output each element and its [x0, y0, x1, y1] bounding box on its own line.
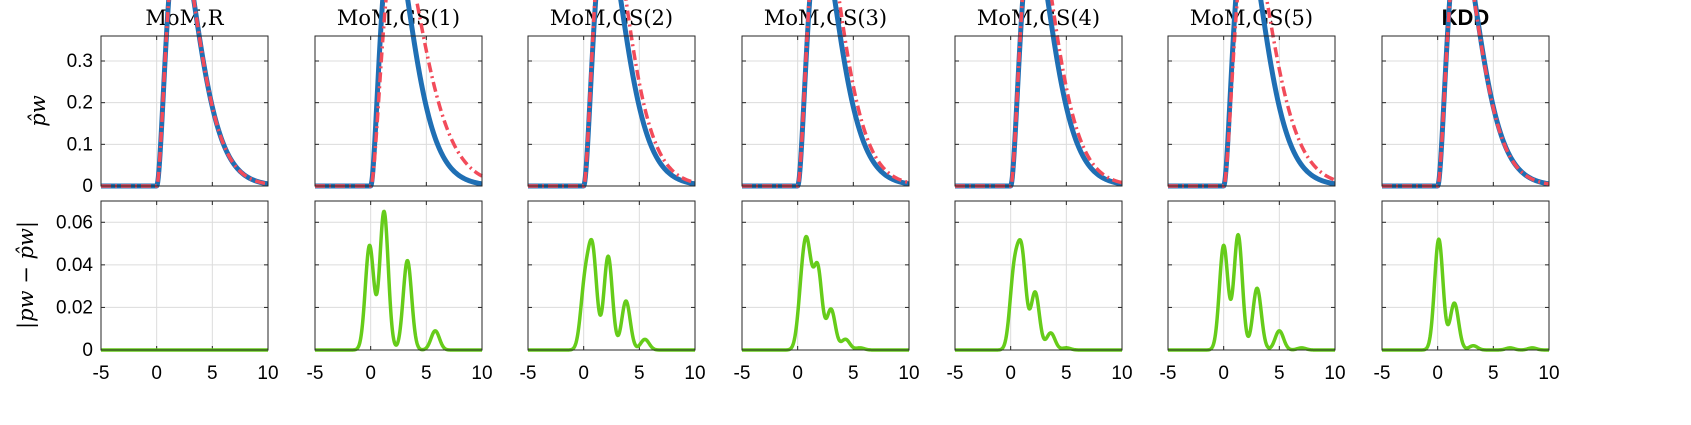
error-panel-xtick-label: 5 — [634, 363, 645, 384]
error-panel-plot-area — [742, 201, 909, 350]
error-panel-xtick-label: -5 — [1374, 363, 1391, 384]
density-panel-plot-area — [742, 36, 909, 186]
error-panel-xtick-label: 10 — [1324, 363, 1345, 384]
error-panel-xtick-label: -5 — [947, 363, 964, 384]
density-panel-frame — [1167, 35, 1336, 187]
error-panel-xtick-label: 5 — [1061, 363, 1072, 384]
error-panel-ytick-label: 0 — [82, 340, 93, 361]
error-panel-xtick-label: 5 — [1488, 363, 1499, 384]
error-panel-xtick-label: 10 — [684, 363, 705, 384]
error-panel-xtick-label: 10 — [1538, 363, 1559, 384]
error-panel-xtick-label: 0 — [792, 363, 803, 384]
subplot-title: MoM,GS(5) — [1190, 6, 1313, 30]
subplot-title: MoM,GS(2) — [550, 6, 673, 30]
subplot-7: KDD-5 0 5 10 — [1374, 0, 1560, 384]
error-panel-plot-area — [315, 201, 482, 350]
error-panel-plot-area — [955, 201, 1122, 350]
subplot-2: MoM,GS(1) -5 0 5 10 — [307, 0, 493, 384]
y-axis-label-bottom: |pw − p̂w| — [14, 221, 39, 329]
error-panel-xtick-label: -5 — [307, 363, 324, 384]
error-panel-xtick-label: 5 — [207, 363, 218, 384]
error-panel-xtick-label: 5 — [848, 363, 859, 384]
error-panel-xtick-label: 0 — [578, 363, 589, 384]
subplot-1: MoM,R00.10.20.300.020.040.06-5 0 5 10 — [56, 0, 279, 384]
error-panel-xtick-label: 10 — [1111, 363, 1132, 384]
density-panel-frame — [314, 35, 483, 187]
density-panel-plot-area — [315, 36, 482, 186]
y-axis-label-bottom-text: |pw − p̂w| — [14, 221, 39, 329]
subplot-title: MoM,GS(1) — [337, 6, 460, 30]
density-panel-plot-area — [528, 36, 695, 186]
error-panel-xtick-label: 10 — [471, 363, 492, 384]
error-panel-xtick-label: 5 — [421, 363, 432, 384]
error-panel-xtick-label: 5 — [1274, 363, 1285, 384]
error-panel-xtick-label: 10 — [898, 363, 919, 384]
subplot-6: MoM,GS(5) -5 0 5 10 — [1160, 0, 1346, 384]
density-panel-ytick-label: 0.2 — [67, 93, 93, 114]
error-panel-xtick-label: 0 — [151, 363, 162, 384]
error-panel-frame — [314, 200, 483, 351]
error-panel-frame — [1381, 200, 1550, 351]
error-panel-frame — [100, 200, 269, 351]
density-panel-frame — [527, 35, 696, 187]
error-panel-ytick-label: 0.06 — [56, 212, 93, 233]
density-panel-frame — [1381, 35, 1550, 187]
error-panel-frame — [527, 200, 696, 351]
density-panel-ytick-label: 0.3 — [67, 51, 93, 72]
error-panel-xtick-label: -5 — [1160, 363, 1177, 384]
density-panel-ytick-label: 0.1 — [67, 134, 93, 155]
density-panel-plot-area — [1382, 36, 1549, 186]
error-panel-xtick-label: -5 — [520, 363, 537, 384]
density-panel-frame — [954, 35, 1123, 187]
error-panel-ytick-label: 0.02 — [56, 297, 93, 318]
error-panel-xtick-label: 0 — [1218, 363, 1229, 384]
density-panel-plot-area — [101, 36, 268, 186]
y-axis-label-top: p̂w — [26, 95, 50, 126]
subplot-5: MoM,GS(4) -5 0 5 10 — [947, 0, 1133, 384]
subplot-title: MoM,R — [145, 6, 224, 30]
subplot-title: MoM,GS(4) — [977, 6, 1100, 30]
error-panel-frame — [1167, 200, 1336, 351]
error-panel-xtick-label: 0 — [365, 363, 376, 384]
density-panel-ytick-label: 0 — [82, 176, 93, 197]
subplot-title: MoM,GS(3) — [764, 6, 887, 30]
y-axis-label-top-text: p̂w — [26, 95, 50, 126]
error-panel-plot-area — [1382, 201, 1549, 350]
error-panel-plot-area — [101, 201, 268, 350]
density-panel-frame — [100, 35, 269, 187]
density-panel-plot-area — [1168, 36, 1335, 186]
error-panel-frame — [954, 200, 1123, 351]
subplot-4: MoM,GS(3) -5 0 5 10 — [734, 0, 920, 384]
error-panel-xtick-label: -5 — [93, 363, 110, 384]
error-panel-xtick-label: 10 — [257, 363, 278, 384]
density-panel-frame — [741, 35, 910, 187]
error-panel-xtick-label: 0 — [1005, 363, 1016, 384]
error-panel-xtick-label: 0 — [1432, 363, 1443, 384]
error-panel-frame — [741, 200, 910, 351]
subplot-3: MoM,GS(2) -5 0 5 10 — [520, 0, 706, 384]
error-panel-xtick-label: -5 — [734, 363, 751, 384]
error-panel-ytick-label: 0.04 — [56, 255, 93, 276]
density-panel-plot-area — [955, 36, 1122, 186]
